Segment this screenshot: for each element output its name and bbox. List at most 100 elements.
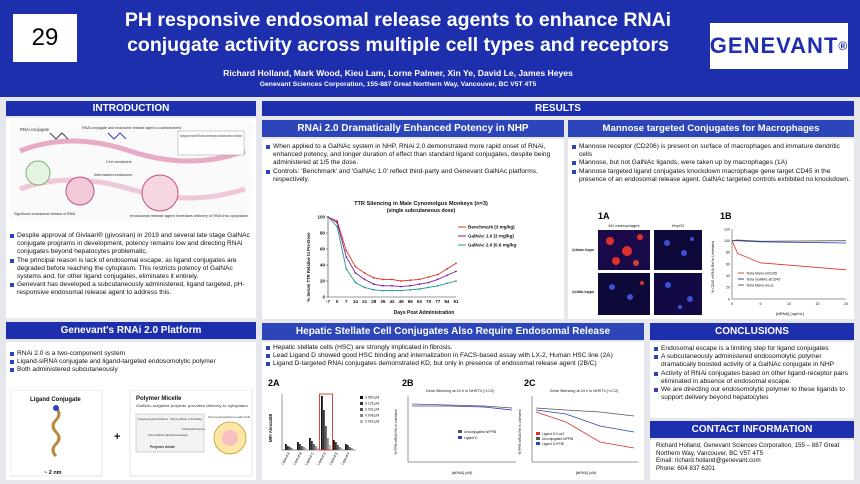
intro-sig-release: Significant endosomal release of RNAi — [14, 212, 76, 216]
y-tick-label: 20 — [320, 279, 326, 284]
data-point — [427, 276, 430, 278]
y-tick-label: 0 — [728, 297, 730, 301]
fig-1b-label: 1B — [720, 211, 732, 221]
legend-swatch — [360, 408, 363, 411]
nhp-bullets: When applied to a GalNAc system in NHP, … — [266, 143, 560, 184]
legend-swatch — [360, 414, 363, 417]
y-tick-label: 100 — [317, 215, 325, 220]
y-tick-label: 100 — [724, 239, 730, 243]
genevant-logo: GENEVANT ® — [710, 23, 848, 69]
data-point — [391, 284, 393, 287]
poster-title: PH responsive endosomal release agents t… — [124, 9, 672, 56]
y-tick-label: 60 — [726, 262, 730, 266]
legend-entry: Tetra Mann-siCD45 — [746, 271, 777, 275]
intro-binding-label: RNAi conjugate and endosome release agen… — [82, 126, 181, 130]
bar — [345, 444, 347, 450]
chart-subtitle: (single subcutaneous dose) — [387, 208, 456, 214]
intro-bullets: Despite approval of Givlaari® (givosiran… — [10, 232, 254, 298]
y-tick-label: 0 — [322, 295, 325, 300]
data-point — [455, 262, 457, 265]
conclusion-bullet: We are directing our endosomolytic polym… — [654, 386, 852, 402]
bar — [287, 446, 289, 450]
mfi-ylabel: MFI Alexa488 — [268, 413, 273, 442]
fig2b-title: Gene Silencing at 24 h in NHST3 (+LC2) — [426, 389, 495, 393]
block1-label: Polymer Block 1 (Solubility) — [170, 417, 202, 421]
data-point — [455, 280, 457, 282]
series-line — [327, 216, 457, 282]
bar — [347, 445, 349, 450]
conclusion-bullet: Endosomal escape is a limiting step for … — [654, 345, 852, 353]
data-point — [400, 289, 403, 292]
data-point — [372, 283, 375, 286]
polymer-detail-label: Polymer detail — [150, 445, 175, 449]
bar — [341, 448, 343, 450]
category-label: Ligand F — [340, 451, 351, 466]
bar — [325, 426, 327, 450]
x-tick-label: 14 — [353, 299, 359, 304]
contact-email[interactable]: Email: richard.holland@genevant.com — [656, 457, 761, 465]
fig2c-xlabel: [siRNA] (uM) — [576, 471, 597, 475]
ttr-silencing-chart: TTR Silencing in Male Cynomolgus Monkeys… — [306, 201, 516, 316]
bar — [317, 448, 319, 450]
platform-bullet: Both administered subcutaneously — [10, 366, 254, 374]
nhp-panel: When applied to a GalNAc system in NHP, … — [262, 139, 564, 319]
mannose-header: Mannose targeted Conjugates for Macropha… — [568, 120, 854, 137]
data-point — [400, 280, 403, 282]
intro-internalized: Internalized endosome — [94, 173, 132, 177]
poster-number: 29 — [13, 14, 77, 62]
data-point — [436, 273, 439, 276]
authors: Richard Holland, Mark Wood, Kieu Lam, Lo… — [223, 68, 573, 78]
bar — [315, 446, 317, 450]
data-point — [363, 278, 366, 281]
cd45-ylabel: % CD45 mRNA Rel to Untreated — [711, 241, 715, 293]
intro-endosomal-release: endosomal release agent increases delive… — [130, 214, 248, 218]
platform-figure: Ligand Conjugate ~ 2 nm + Polymer Micell… — [10, 390, 253, 477]
x-tick-label: 7 — [345, 299, 348, 304]
category-label: Ligand A — [280, 451, 291, 466]
self-assemble-label: Polymers self assemble into a stable mic… — [208, 415, 250, 419]
series-line — [731, 239, 847, 242]
bar — [299, 444, 301, 450]
conclusion-bullet: A subcutaneously administered endosomoly… — [654, 353, 852, 369]
intro-bullet: The principal reason is lack of endosoma… — [10, 257, 254, 282]
fig2b-ylabel: % PPIB mRNA Rel to Untreated — [394, 409, 398, 454]
data-point — [336, 221, 339, 224]
data-point — [336, 225, 339, 228]
y-tick-label: 20 — [726, 286, 730, 290]
individual-polymer-label: Individual Polymer — [182, 427, 205, 431]
intro-targeting-note: Targeting ligands are matched for RNAi a… — [180, 134, 242, 138]
mfi-chart: Ligand A Ligand B Ligand C Ligand D Ligand E… — [268, 393, 379, 466]
micelle-desc: GalNAc-targeted polymer provides deliver… — [136, 404, 248, 408]
y-tick-label: 40 — [320, 263, 326, 268]
intro-bullet: Genevant has developed a subcutaneously … — [10, 281, 254, 297]
data-point — [436, 284, 439, 287]
introduction-panel: RNAi conjugate RNAi conjugate and endoso… — [6, 118, 256, 318]
bar — [353, 449, 355, 450]
x-tick-label: 42 — [389, 299, 395, 304]
data-point — [409, 279, 412, 282]
bar — [305, 448, 307, 450]
data-point — [427, 286, 430, 289]
logo-text: GENEVANT — [709, 33, 839, 58]
data-point — [345, 249, 348, 252]
data-point — [455, 270, 457, 273]
legend-entry: 0.125 μM — [365, 402, 379, 406]
conclusion-bullet: Activity of RNAi conjugates based on oth… — [654, 370, 852, 386]
legend-entry: 0.002 μM — [365, 420, 379, 424]
bar — [285, 444, 287, 450]
targeting-ligand-label: Targeting Ligand (GalNAc) — [138, 417, 168, 421]
bar — [327, 438, 329, 450]
mannose-panel: Mannose receptor (CD206) is present on s… — [568, 139, 854, 319]
polymer-micelle-label: Polymer Micelle — [136, 396, 182, 402]
hsc-bullet: Hepatic stellate cells (HSC) are strongl… — [266, 344, 640, 352]
data-point — [409, 284, 412, 287]
x-tick-label: 28 — [371, 299, 377, 304]
micro-image-3 — [598, 273, 650, 315]
x-tick-label: 49 — [399, 299, 405, 304]
bar — [321, 396, 323, 450]
bar — [323, 410, 325, 450]
fig2b-xlabel: [siRNA] (uM) — [452, 471, 473, 475]
x-tick-label: 15 — [816, 302, 820, 306]
data-point — [391, 278, 393, 281]
contact-header: CONTACT INFORMATION — [650, 421, 854, 438]
